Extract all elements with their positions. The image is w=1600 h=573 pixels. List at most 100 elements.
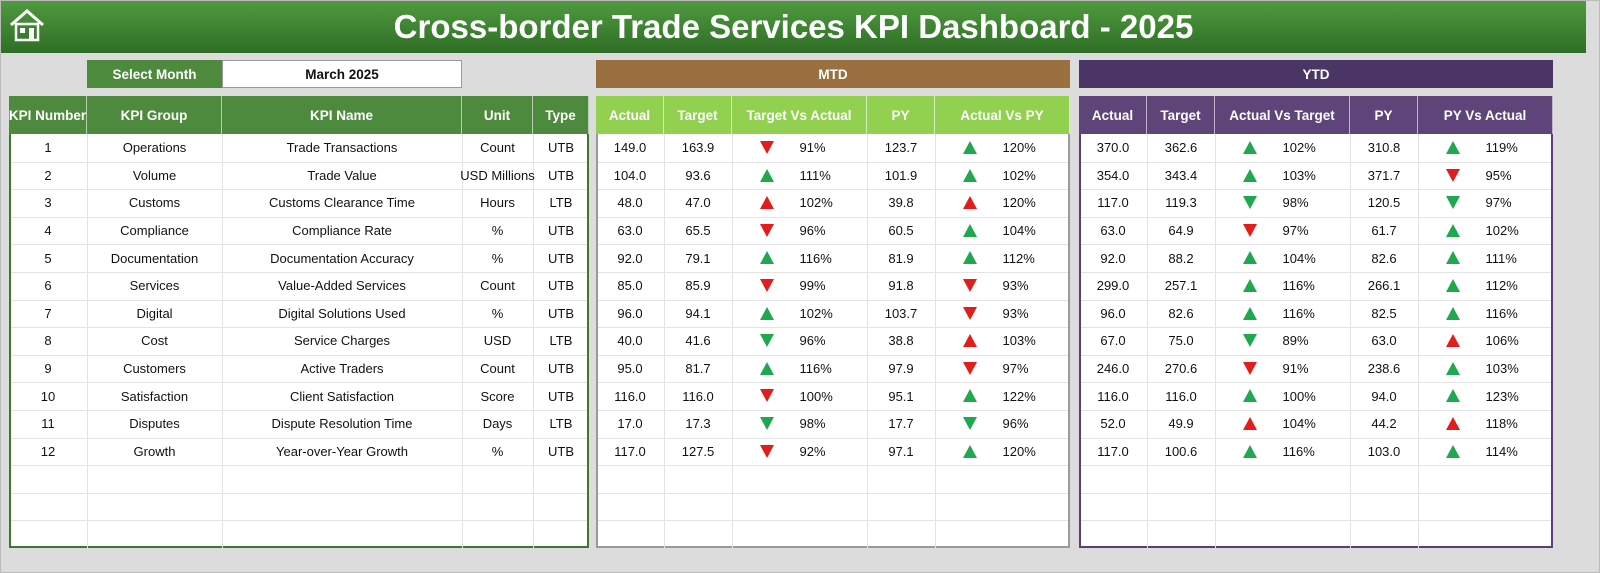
row-divider	[11, 382, 587, 384]
arrow-down	[963, 417, 977, 430]
column-header: Actual Vs Target	[1215, 96, 1350, 134]
cell: 79.1	[685, 250, 711, 266]
percent: 116%	[1282, 305, 1315, 321]
cell: 116.0	[1165, 388, 1197, 404]
cell: 119.3	[1165, 195, 1197, 211]
arrow-up	[963, 251, 977, 265]
column-divider	[1418, 134, 1419, 548]
cell: Trade Transactions	[286, 140, 398, 156]
arrow-up	[1446, 223, 1460, 237]
cell: 92.0	[617, 250, 643, 266]
column-divider	[222, 134, 223, 548]
arrow-up	[1446, 306, 1460, 320]
row-divider	[598, 299, 1068, 301]
arrow-up	[1446, 444, 1460, 458]
cell: 95.1	[888, 388, 914, 404]
row-divider	[1081, 189, 1551, 191]
cell: Satisfaction	[120, 388, 189, 404]
cell: 81.9	[888, 250, 914, 266]
percent: 102%	[799, 195, 833, 211]
row-divider	[1081, 216, 1551, 218]
cell: 101.9	[884, 167, 918, 183]
column-header: Unit	[462, 96, 533, 134]
cell: 95.0	[617, 361, 643, 377]
arrow-down	[963, 361, 977, 375]
indicator-cell: 120%	[935, 134, 1070, 162]
cell: Disputes	[129, 416, 180, 432]
cell: 96.0	[617, 305, 643, 321]
indicator-cell: 103%	[1418, 355, 1553, 383]
cell: Digital	[136, 305, 173, 321]
percent: 103%	[1002, 333, 1036, 349]
cell: Year-over-Year Growth	[276, 443, 408, 459]
row-divider	[11, 465, 587, 467]
percent: 119%	[1485, 140, 1518, 156]
cell: 91.8	[888, 278, 914, 294]
cell: 4	[44, 223, 52, 239]
arrow-down	[1243, 361, 1257, 375]
home-icon[interactable]	[7, 7, 47, 43]
cell: 8	[44, 333, 52, 349]
cell: 47.0	[685, 195, 711, 211]
arrow-up	[1446, 361, 1460, 375]
row-divider	[1081, 410, 1551, 411]
column-divider	[732, 134, 733, 548]
cell: Customs	[128, 195, 181, 211]
cell: 371.7	[1367, 167, 1401, 183]
indicator-cell: 116%	[1215, 272, 1350, 300]
indicator-cell: 102%	[732, 300, 867, 328]
percent: 116%	[799, 250, 832, 266]
indicator-cell: 98%	[1215, 189, 1350, 217]
column-header: PY	[867, 96, 935, 134]
cell: 257.1	[1164, 278, 1198, 294]
arrow-down	[1243, 334, 1257, 348]
arrow-down	[1446, 168, 1460, 182]
indicator-cell: 97%	[1418, 189, 1553, 217]
arrow-up	[1446, 251, 1460, 265]
arrow-up	[1446, 334, 1460, 348]
cell: Active Traders	[300, 361, 384, 377]
indicator-cell: 104%	[1215, 410, 1350, 438]
cell: 116.0	[682, 388, 714, 404]
cell: 270.6	[1164, 361, 1198, 377]
indicator-cell: 118%	[1418, 410, 1553, 438]
cell: Count	[480, 361, 515, 377]
month-select[interactable]: March 2025	[222, 60, 462, 88]
percent: 120%	[1002, 195, 1036, 211]
column-divider	[1147, 134, 1148, 548]
cell: 104.0	[613, 167, 647, 183]
ytd-banner: YTD	[1079, 60, 1553, 88]
percent: 97%	[1282, 223, 1309, 239]
cell: 88.2	[1168, 250, 1194, 266]
cell: UTB	[548, 223, 574, 239]
indicator-cell: 111%	[732, 162, 867, 190]
cell: 11	[41, 416, 55, 432]
indicator-cell: 89%	[1215, 327, 1350, 355]
arrow-up	[760, 306, 774, 320]
cell: Compliance	[120, 223, 189, 239]
indicator-cell: 104%	[1215, 244, 1350, 272]
cell: 266.1	[1367, 278, 1401, 294]
cell: %	[491, 443, 504, 459]
cell: 370.0	[1096, 140, 1130, 156]
cell: 82.6	[1371, 250, 1397, 266]
cell: Dispute Resolution Time	[271, 416, 413, 432]
percent: 93%	[1002, 278, 1029, 294]
cell: Services	[129, 278, 180, 294]
cell: 67.0	[1100, 333, 1126, 349]
cell: 82.5	[1371, 305, 1397, 321]
cell: 5	[44, 250, 52, 266]
row-divider	[1081, 299, 1551, 301]
row-divider	[11, 299, 587, 301]
cell: 299.0	[1096, 278, 1130, 294]
arrow-down	[760, 389, 774, 403]
arrow-down	[760, 279, 774, 292]
cell: 63.0	[617, 223, 643, 239]
indicator-cell: 102%	[1418, 217, 1553, 245]
indicator-cell: 91%	[732, 134, 867, 162]
row-divider	[598, 327, 1068, 329]
mtd-banner: MTD	[596, 60, 1070, 88]
indicator-cell: 116%	[732, 244, 867, 272]
indicator-cell: 119%	[1418, 134, 1553, 162]
